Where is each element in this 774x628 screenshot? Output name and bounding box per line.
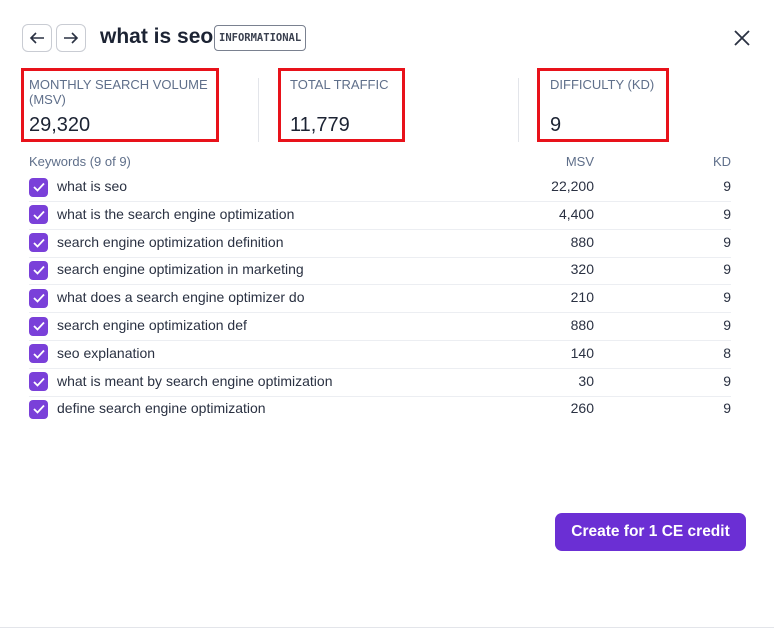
keyword: search engine optimization definition: [57, 233, 284, 250]
check-icon: [32, 405, 45, 415]
row-separator: [29, 256, 731, 258]
stat-label: DIFFICULTY (KD): [550, 77, 655, 92]
check-icon: [32, 266, 45, 276]
row-separator: [29, 367, 731, 369]
kd: 9: [723, 400, 731, 417]
kd: 9: [723, 205, 731, 222]
msv: 260: [570, 400, 594, 417]
highlight-box: [21, 68, 219, 142]
row-separator: [29, 340, 731, 341]
msv: 210: [570, 289, 594, 306]
keyword: what does a search engine optimizer do: [57, 289, 305, 306]
msv: 30: [578, 372, 594, 389]
kd: 9: [723, 372, 731, 389]
row-separator: [29, 201, 731, 202]
checkbox[interactable]: [29, 288, 48, 308]
highlight-box: [278, 68, 405, 142]
keyword: search engine optimization def: [57, 317, 247, 333]
create-button[interactable]: Create for 1 CE credit: [555, 513, 746, 551]
stat-value: 29,320: [29, 114, 91, 136]
keyword: what is meant by search engine optimizat…: [57, 372, 333, 389]
back-button[interactable]: [22, 24, 52, 52]
forward-icon: [64, 32, 79, 44]
check-icon: [32, 349, 45, 359]
row-separator: [29, 395, 731, 397]
stat-label: TOTAL TRAFFIC: [290, 77, 389, 92]
title: what is seo: [100, 25, 214, 48]
back-icon: [29, 32, 44, 44]
stat-value: 11,779: [290, 114, 350, 136]
check-icon: [32, 210, 45, 220]
column-header: KD: [712, 154, 731, 169]
msv: 22,200: [551, 178, 594, 194]
kd: 9: [723, 233, 731, 250]
check-icon: [32, 294, 45, 303]
msv: 880: [570, 317, 594, 333]
check-icon: [32, 321, 45, 331]
msv: 880: [570, 233, 594, 250]
stat-value: 9: [550, 114, 562, 136]
checkbox[interactable]: [29, 177, 48, 197]
checkbox[interactable]: [29, 344, 48, 364]
kd: 9: [723, 289, 731, 306]
check-icon: [32, 377, 45, 387]
keyword: search engine optimization in marketing: [57, 261, 304, 278]
forward-button[interactable]: [56, 24, 86, 52]
msv: 140: [570, 344, 594, 361]
checkbox[interactable]: [29, 233, 48, 253]
kd: 9: [723, 178, 731, 194]
row-separator: [29, 284, 731, 286]
divider: [258, 78, 259, 142]
check-icon: [32, 238, 45, 248]
checkbox[interactable]: [29, 205, 48, 225]
checkbox[interactable]: [29, 260, 48, 280]
divider: [518, 78, 519, 142]
kd: 9: [723, 317, 731, 333]
kd: 8: [723, 344, 731, 361]
keyword: define search engine optimization: [57, 400, 266, 417]
intent-badge: INFORMATIONAL: [214, 25, 307, 51]
checkbox[interactable]: [29, 399, 48, 419]
check-icon: [32, 182, 45, 192]
column-header: Keywords (9 of 9): [29, 154, 131, 169]
row-separator: [29, 228, 731, 230]
kd: 9: [723, 261, 731, 278]
msv: 320: [570, 261, 594, 278]
column-header: MSV: [565, 154, 594, 169]
close-button[interactable]: [734, 30, 750, 46]
msv: 4,400: [558, 205, 594, 222]
keyword: what is seo: [57, 178, 128, 194]
stat-label: MONTHLY SEARCH VOLUME (MSV): [29, 77, 208, 107]
highlight-box: [537, 68, 669, 142]
row-separator: [29, 312, 731, 314]
checkbox[interactable]: [29, 316, 48, 336]
keyword: what is the search engine optimization: [57, 205, 295, 222]
checkbox[interactable]: [29, 372, 48, 392]
keyword: seo explanation: [57, 344, 156, 361]
